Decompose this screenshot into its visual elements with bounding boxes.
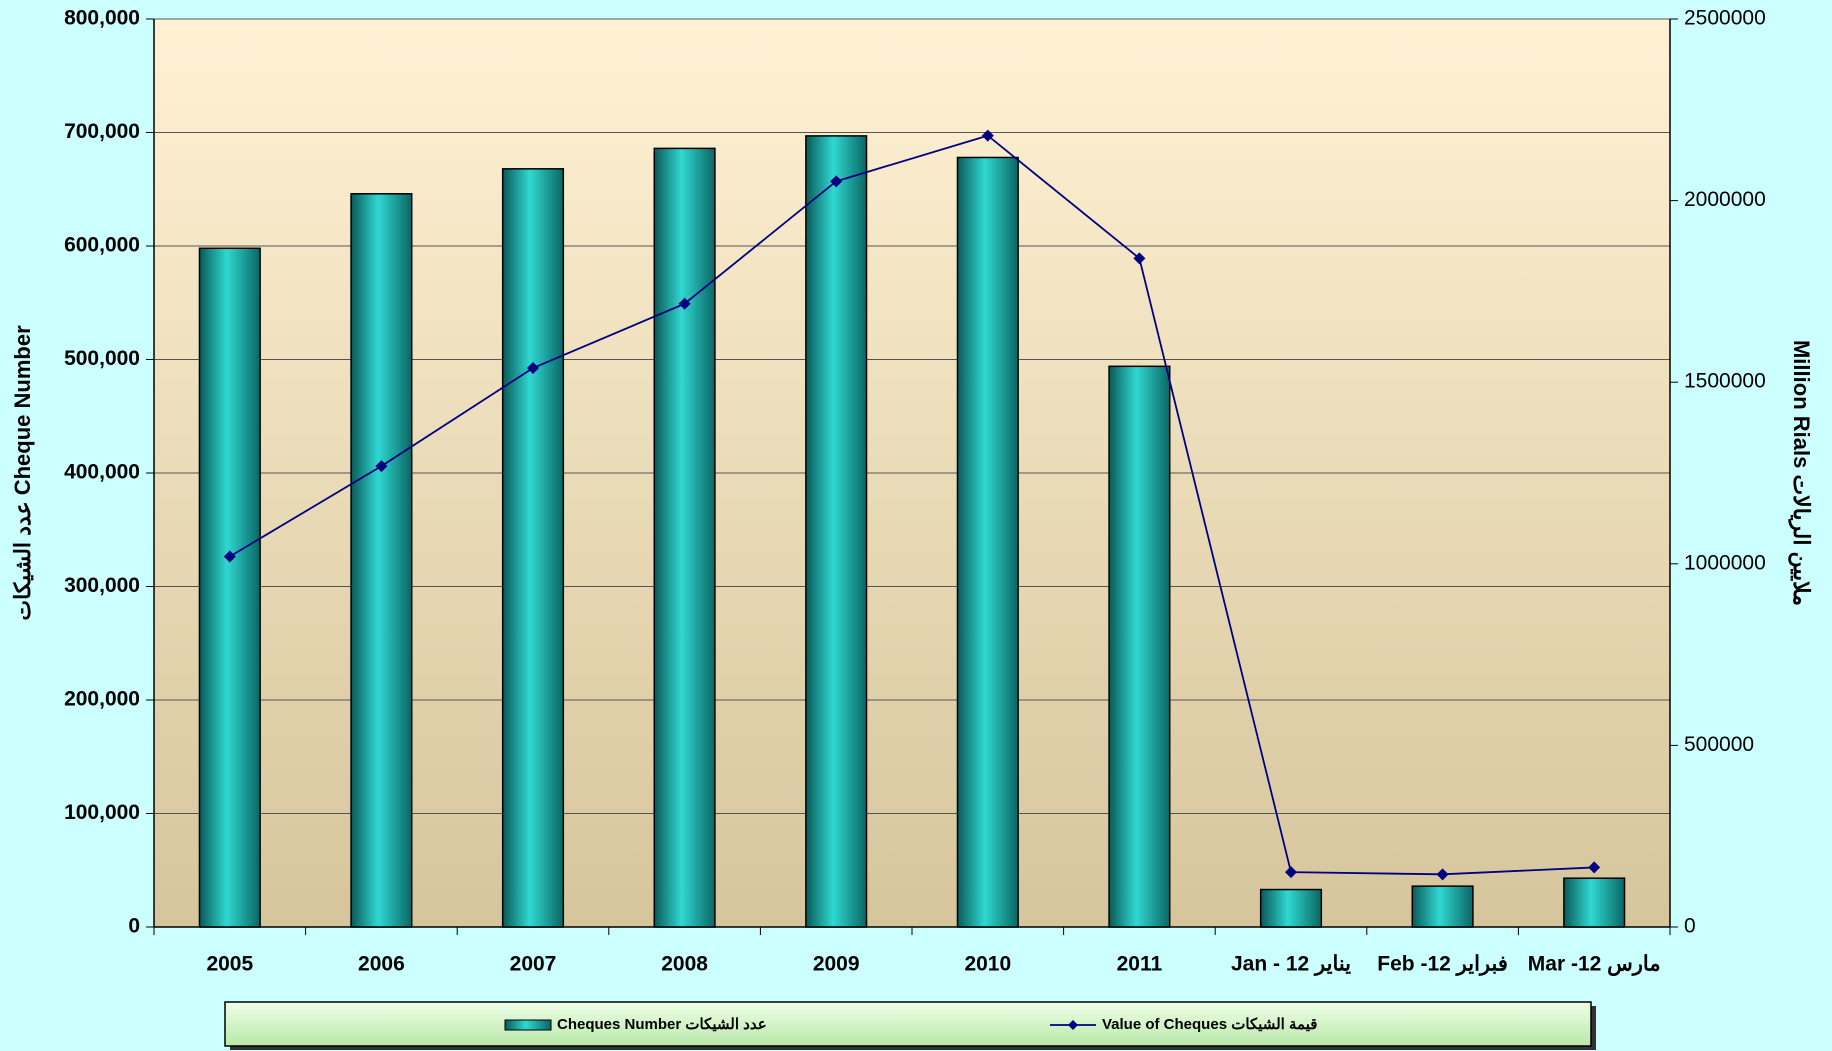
x-tick-label: Feb -12 فبراير [1377, 953, 1508, 977]
bar [198, 247, 261, 928]
marker [1436, 868, 1449, 881]
x-tick-label: 2010 [964, 953, 1011, 976]
x-tick-label: 2011 [1117, 953, 1163, 976]
y-tick-label: 200,000 [64, 688, 140, 711]
legend-label: Cheques Number عدد الشيكات [557, 1016, 767, 1033]
marker [1588, 861, 1601, 874]
y2-axis-label: Million Rials ملايين الريالات [1788, 340, 1814, 606]
bar [1563, 877, 1626, 928]
bar [805, 135, 868, 928]
legend [224, 1001, 1592, 1047]
x-tick-label: 2009 [813, 953, 860, 976]
y-tick-label: 400,000 [64, 461, 140, 484]
x-tick-label: 2008 [661, 953, 708, 976]
x-tick-label: Mar -12 مارس [1528, 953, 1661, 977]
y-tick-label: 0 [128, 915, 140, 938]
bar [653, 147, 716, 928]
line [229, 134, 1595, 876]
marker [981, 129, 994, 142]
y2-tick-label: 0 [1684, 915, 1696, 938]
bar [1411, 885, 1474, 928]
y2-tick-label: 2500000 [1684, 7, 1766, 30]
bar [1259, 888, 1323, 928]
y2-tick-label: 500000 [1684, 733, 1754, 756]
y-tick-label: 600,000 [64, 234, 140, 257]
marker [527, 362, 539, 375]
y-tick-label: 700,000 [64, 120, 140, 143]
x-tick-label: Jan - 12 يناير [1231, 953, 1351, 977]
marker [375, 460, 388, 473]
y-tick-label: 100,000 [64, 801, 140, 824]
x-tick-label: 2005 [206, 953, 253, 976]
y2-tick-label: 2000000 [1684, 188, 1766, 211]
legend-label: Value of Cheques قيمة الشيكات [1102, 1016, 1317, 1033]
y-axis-label: عدد الشيكات Cheque Number [10, 325, 35, 621]
x-tick-label: 2006 [358, 953, 405, 976]
marker [1133, 252, 1146, 265]
bar [956, 156, 1019, 928]
bar [1108, 365, 1171, 928]
y2-tick-label: 1000000 [1684, 551, 1766, 574]
y-tick-label: 500,000 [64, 347, 140, 370]
legend-marker [1068, 1020, 1078, 1030]
marker [830, 175, 843, 188]
marker [1285, 866, 1297, 879]
y2-tick-label: 1500000 [1684, 370, 1766, 393]
y-tick-label: 300,000 [64, 574, 140, 597]
bar [501, 168, 565, 928]
legend-swatch [504, 1019, 552, 1031]
y-tick-label: 800,000 [64, 7, 140, 30]
marker [223, 550, 236, 563]
x-tick-label: 2007 [510, 953, 557, 976]
bar [350, 193, 413, 928]
marker [678, 297, 691, 310]
